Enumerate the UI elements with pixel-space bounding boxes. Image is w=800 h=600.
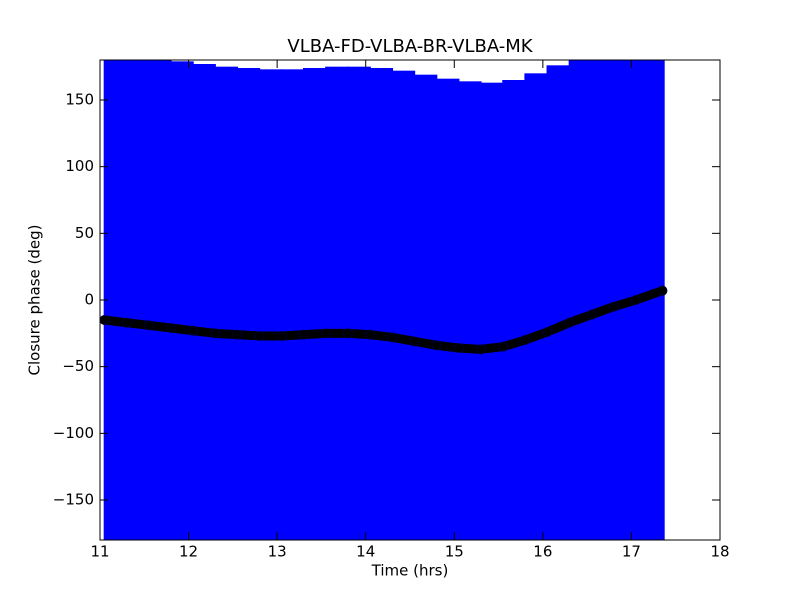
error-bar [170, 61, 194, 540]
data-point [475, 344, 486, 355]
error-bar [258, 69, 283, 540]
y-axis-label: Closure phase (deg) [26, 225, 44, 376]
error-bar [413, 74, 438, 540]
data-point [431, 340, 442, 351]
data-point [188, 325, 198, 336]
error-bar [280, 69, 305, 540]
error-bar [435, 78, 460, 540]
y-tick-label: −150 [53, 491, 94, 509]
y-tick-label: −100 [53, 424, 94, 442]
data-point [498, 341, 508, 352]
plot-area [100, 60, 667, 540]
chart-title: VLBA-FD-VLBA-BR-VLBA-MK [287, 36, 533, 57]
error-bar [524, 73, 549, 540]
data-point [657, 285, 668, 296]
error-bar [568, 60, 593, 540]
x-tick-label: 17 [622, 543, 641, 561]
y-tick-label: 50 [75, 224, 94, 242]
x-tick-label: 18 [710, 543, 729, 561]
data-point [254, 331, 265, 341]
data-point [343, 328, 353, 339]
data-point [453, 343, 464, 353]
y-tick-label: −50 [62, 357, 94, 375]
data-point [520, 335, 531, 345]
error-bar [457, 81, 482, 540]
x-tick-label: 14 [356, 543, 375, 561]
x-tick-label: 15 [445, 543, 464, 561]
error-bar [325, 66, 349, 540]
data-point [564, 317, 575, 328]
x-axis-label: Time (hrs) [371, 562, 449, 580]
data-point [298, 329, 309, 340]
data-point [143, 320, 154, 331]
error-bar [480, 82, 504, 540]
data-point [630, 295, 641, 305]
error-bar [214, 66, 239, 540]
error-bar [236, 68, 261, 540]
error-bar [103, 60, 128, 540]
error-bar [192, 64, 216, 540]
data-point [608, 301, 619, 312]
x-tick-label: 12 [179, 543, 198, 561]
data-point [387, 332, 398, 343]
error-bar [590, 60, 615, 540]
data-point [121, 317, 132, 328]
data-point [276, 331, 287, 341]
data-point [165, 323, 176, 333]
error-bar [147, 60, 172, 540]
data-point [365, 329, 376, 340]
y-tick-label: 100 [65, 157, 94, 175]
y-tick-label: 0 [84, 291, 94, 309]
data-point [320, 328, 331, 339]
x-tick-label: 13 [268, 543, 287, 561]
y-tick-label: 150 [65, 91, 94, 109]
data-point [232, 329, 243, 340]
error-bar [369, 68, 394, 540]
data-point [409, 336, 420, 347]
data-point [99, 315, 110, 325]
error-bar [502, 80, 526, 540]
x-tick-label: 11 [90, 543, 109, 561]
data-point [586, 309, 597, 320]
data-point [542, 327, 553, 337]
x-tick-label: 16 [533, 543, 552, 561]
data-point [210, 328, 221, 339]
error-bar [546, 65, 571, 540]
error-bar [661, 60, 665, 540]
error-bar [125, 60, 150, 540]
error-bar [347, 66, 371, 540]
error-bar [302, 68, 327, 540]
error-bar [391, 70, 416, 540]
